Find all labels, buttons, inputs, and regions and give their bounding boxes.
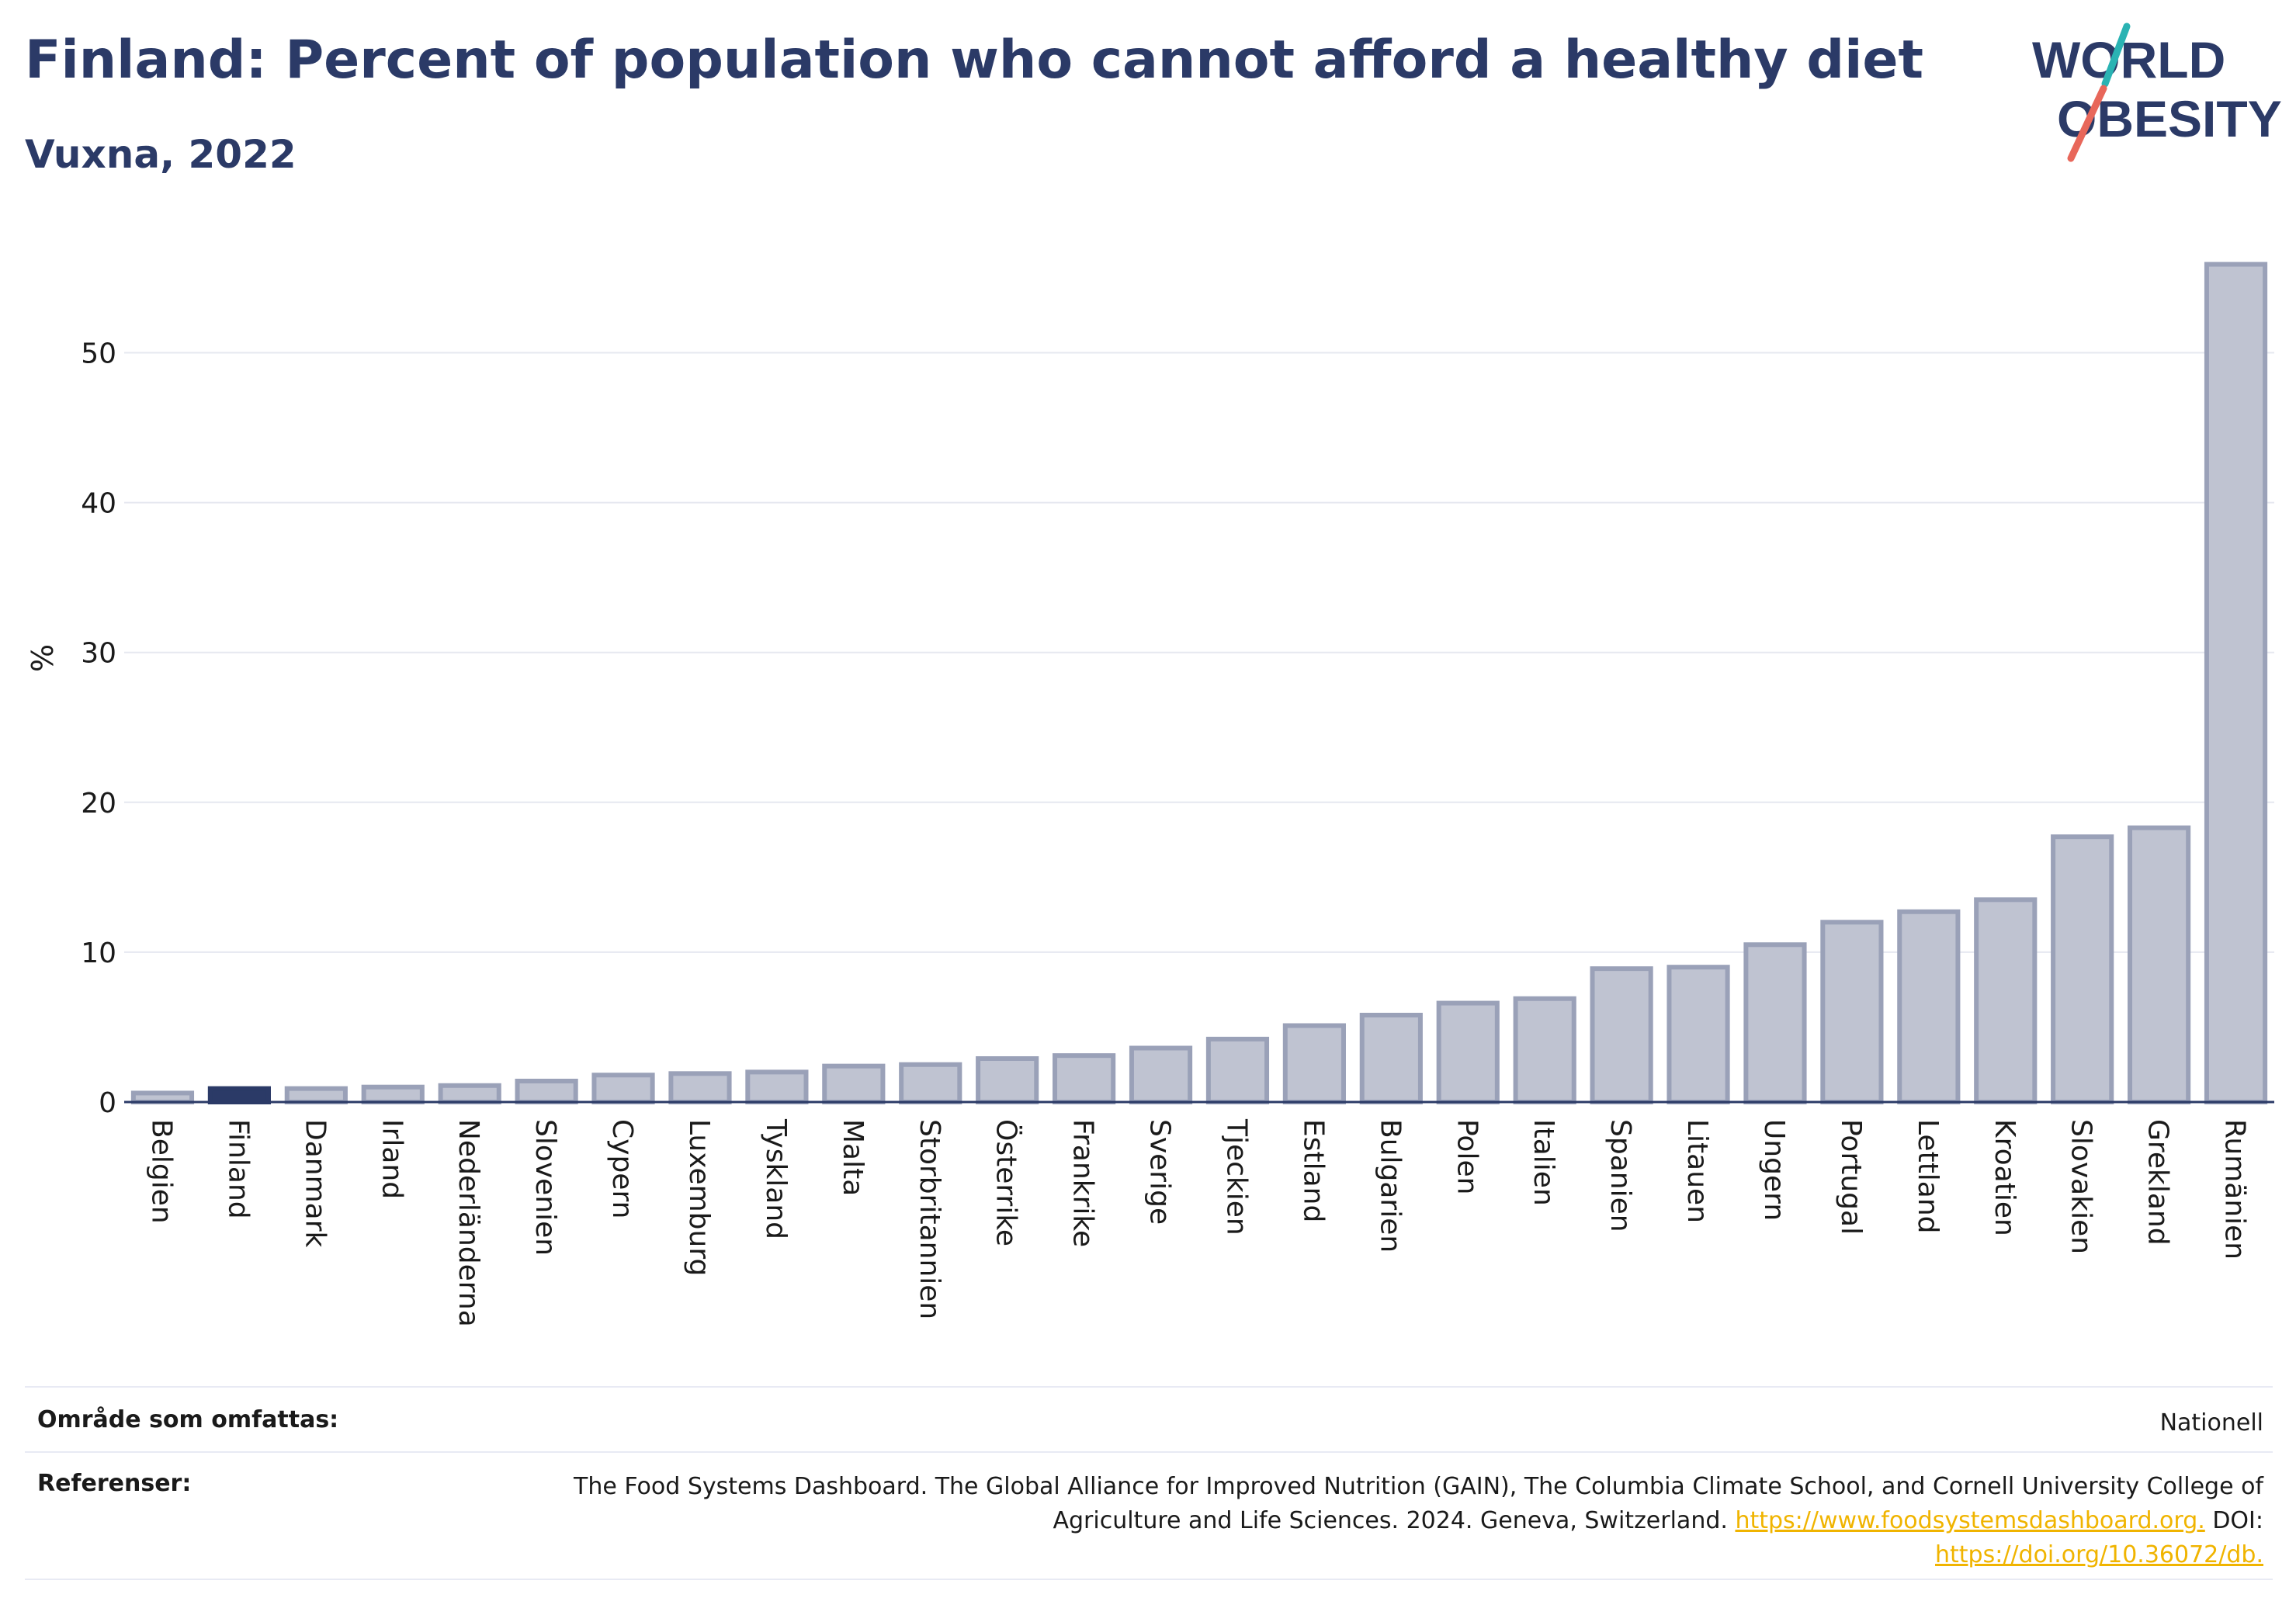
x-tick-label: Spanien	[1604, 1119, 1636, 1232]
grid-lines	[124, 352, 2274, 953]
bar-slovakien[interactable]	[2051, 834, 2114, 1104]
bar-rumänien[interactable]	[2204, 262, 2268, 1104]
logo-slash-teal	[2101, 23, 2131, 88]
x-tick-label: Malta	[837, 1119, 869, 1196]
bar-bulgarien[interactable]	[1359, 1013, 1423, 1104]
references-text: The Food Systems Dashboard. The Global A…	[574, 1473, 2263, 1534]
references-value: The Food Systems Dashboard. The Global A…	[571, 1470, 2263, 1572]
footer-divider-bottom	[25, 1579, 2273, 1580]
logo-slash-coral	[2067, 85, 2107, 162]
coverage-label: Område som omfattas:	[37, 1406, 339, 1433]
logo-word-obesity: OBESITY	[2057, 90, 2282, 147]
coverage-value: Nationell	[2159, 1409, 2263, 1437]
x-tick-label: Italien	[1528, 1119, 1559, 1206]
x-tick-label: Danmark	[299, 1119, 331, 1248]
y-tick-label: 40	[81, 488, 116, 520]
y-tick-label: 30	[81, 638, 116, 670]
bar-irland[interactable]	[361, 1084, 425, 1105]
bars	[130, 262, 2268, 1105]
bar-danmark[interactable]	[284, 1086, 348, 1105]
y-tick-label: 0	[99, 1087, 116, 1119]
footer-divider-top	[25, 1386, 2273, 1388]
x-tick-label: Frankrike	[1067, 1119, 1099, 1247]
x-tick-label: Rumänien	[2219, 1119, 2251, 1260]
y-tick-label: 20	[81, 788, 116, 820]
bar-grekland[interactable]	[2128, 825, 2191, 1105]
x-tick-label: Estland	[1297, 1119, 1329, 1222]
x-tick-label: Slovenien	[529, 1119, 561, 1256]
bar-malta[interactable]	[822, 1063, 886, 1104]
bar-kroatien[interactable]	[1974, 897, 2038, 1104]
bar-lettland[interactable]	[1897, 909, 1961, 1105]
x-tick-label: Ungern	[1758, 1119, 1790, 1221]
x-tick-label: Slovakien	[2065, 1119, 2097, 1254]
chart-subtitle: Vuxna, 2022	[25, 132, 297, 177]
x-tick-label: Kroatien	[1989, 1119, 2020, 1236]
bar-portugal[interactable]	[1820, 920, 1884, 1105]
x-tick-label: Portugal	[1835, 1119, 1867, 1235]
x-tick-label: Belgien	[145, 1119, 177, 1224]
x-tick-label: Bulgarien	[1374, 1119, 1406, 1253]
bar-tjeckien[interactable]	[1205, 1036, 1270, 1105]
doi-link[interactable]: https://doi.org/10.36072/db.	[1935, 1541, 2263, 1568]
dashboard-link[interactable]: https://www.foodsystemsdashboard.org.	[1735, 1507, 2205, 1534]
x-tick-label: Grekland	[2142, 1119, 2174, 1246]
bar-österrike[interactable]	[976, 1056, 1039, 1104]
x-tick-label: Tyskland	[760, 1118, 792, 1239]
axes: 0 10 20 30 40 50 Belgien Finland Danmark Irland Ne…	[81, 338, 2274, 1327]
bar-finland[interactable]	[207, 1086, 271, 1105]
x-tick-label: Cypern	[606, 1119, 638, 1218]
bar-spanien[interactable]	[1590, 966, 1653, 1105]
bar-sverige[interactable]	[1129, 1045, 1193, 1105]
bar-cypern[interactable]	[591, 1073, 655, 1104]
bar-tyskland[interactable]	[745, 1069, 809, 1104]
world-obesity-logo: WORLD OBESITY	[2032, 23, 2282, 162]
bar-litauen[interactable]	[1667, 965, 1730, 1105]
x-tick-label: Luxemburg	[683, 1119, 715, 1276]
bar-ungern[interactable]	[1743, 942, 1807, 1104]
bar-estland[interactable]	[1282, 1023, 1346, 1104]
bar-nederländerna[interactable]	[438, 1083, 501, 1105]
x-tick-label: Litauen	[1681, 1119, 1713, 1223]
x-tick-label: Finland	[222, 1119, 254, 1219]
x-tick-label: Nederländerna	[453, 1119, 484, 1327]
y-axis-title: %	[26, 644, 60, 672]
x-tick-label: Österrike	[990, 1119, 1023, 1246]
bar-slovenien[interactable]	[515, 1078, 578, 1105]
references-content: The Food Systems Dashboard. The Global A…	[571, 1470, 2263, 1572]
x-tick-label: Sverige	[1144, 1119, 1176, 1225]
x-tick-label: Irland	[376, 1119, 408, 1199]
y-tick-label: 50	[81, 338, 116, 369]
bar-belgien[interactable]	[130, 1090, 195, 1105]
bar-storbritannien[interactable]	[899, 1062, 962, 1104]
x-tick-label: Tjeckien	[1220, 1118, 1252, 1236]
x-tick-label: Polen	[1451, 1119, 1483, 1194]
logo-word-world: WORLD	[2032, 31, 2225, 88]
footer-divider-middle	[25, 1451, 2273, 1453]
x-tick-label: Storbritannien	[914, 1119, 945, 1319]
bar-luxemburg[interactable]	[668, 1071, 732, 1104]
bar-polen[interactable]	[1436, 1000, 1500, 1105]
bar-chart: 0 10 20 30 40 50 Belgien Finland Danmark Irland Ne…	[26, 262, 2274, 1327]
references-label: Referenser:	[37, 1470, 192, 1497]
x-tick-label: Lettland	[1912, 1119, 1944, 1234]
chart-title: Finland: Percent of population who canno…	[25, 29, 1924, 91]
bar-frankrike[interactable]	[1053, 1053, 1116, 1105]
doi-label: DOI:	[2212, 1507, 2263, 1534]
bar-italien[interactable]	[1513, 996, 1576, 1105]
y-tick-label: 10	[81, 938, 116, 969]
